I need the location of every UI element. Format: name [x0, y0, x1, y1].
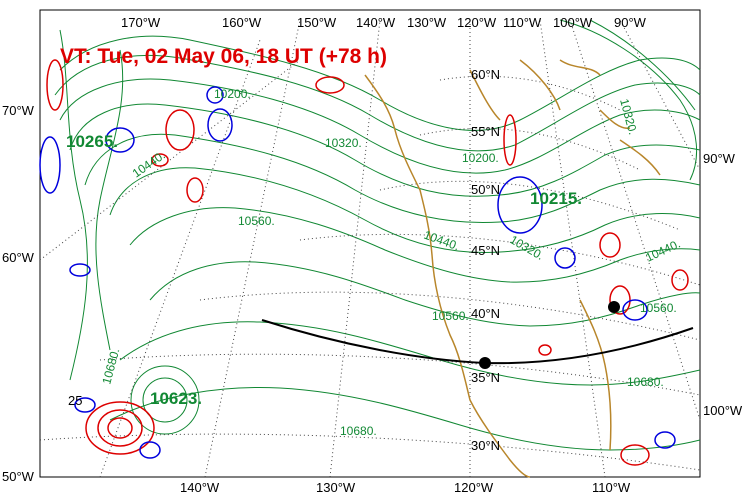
positive-anomalies [46, 59, 689, 466]
coastline [364, 59, 661, 478]
left-latitude-labels: 70°W 60°W 50°W [2, 103, 35, 484]
contour-label: 10200. [462, 151, 499, 165]
top-longitude-labels: 170°W 160°W 150°W 140°W 130°W 120°W 110°… [121, 15, 647, 30]
lat-label: 50°N [471, 182, 500, 197]
height-center-labels: 10265. 10215. 10623. [66, 132, 582, 408]
edge-label: 100°W [703, 403, 743, 418]
contour-label: 10680. [627, 375, 664, 389]
lon-label: 110°W [503, 15, 542, 30]
inner-latitude-labels: 60°N 55°N 50°N 45°N 40°N 35°N 30°N [471, 67, 500, 453]
contour-label: 25 [68, 393, 82, 408]
contour-label: 10320. [325, 136, 362, 150]
map-title: VT: Tue, 02 May 06, 18 UT (+78 h) [60, 45, 387, 68]
center-label-high: 10623. [150, 389, 202, 408]
lat-label: 60°N [471, 67, 500, 82]
lon-label: 120°W [454, 480, 494, 495]
bottom-longitude-labels: 140°W 130°W 120°W 110°W [180, 480, 631, 495]
edge-label: 70°W [2, 103, 35, 118]
lat-label: 55°N [471, 124, 500, 139]
negative-anomalies [39, 86, 676, 459]
right-longitude-labels: 90°W 100°W [703, 151, 743, 418]
edge-label: 90°W [703, 151, 736, 166]
lat-label: 30°N [471, 438, 500, 453]
edge-label: 60°W [2, 250, 35, 265]
contour-label: 10560. [432, 309, 469, 323]
lon-label: 150°W [297, 15, 337, 30]
contour-label: 10200. [214, 87, 251, 101]
lat-label: 40°N [471, 306, 500, 321]
lon-label: 90°W [614, 15, 647, 30]
contour-label: 10560. [640, 301, 677, 315]
lon-label: 160°W [222, 15, 262, 30]
label-layer: VT: Tue, 02 May 06, 18 UT (+78 h) 170°W … [2, 15, 743, 495]
lon-label: 130°W [407, 15, 447, 30]
center-label-low: 10215. [530, 189, 582, 208]
track-point-start [479, 357, 491, 369]
track-point-end [608, 301, 620, 313]
lon-label: 170°W [121, 15, 161, 30]
center-label-low: 10265. [66, 132, 118, 151]
lon-label: 130°W [316, 480, 356, 495]
lon-label: 110°W [592, 480, 631, 495]
lat-label: 35°N [471, 370, 500, 385]
edge-label: 50°W [2, 469, 35, 484]
lon-label: 140°W [356, 15, 396, 30]
lon-label: 120°W [457, 15, 497, 30]
contour-label: 10560. [238, 214, 275, 228]
lon-label: 100°W [553, 15, 593, 30]
lon-label: 140°W [180, 480, 220, 495]
contour-label: 10680. [340, 424, 377, 438]
lat-label: 45°N [471, 243, 500, 258]
